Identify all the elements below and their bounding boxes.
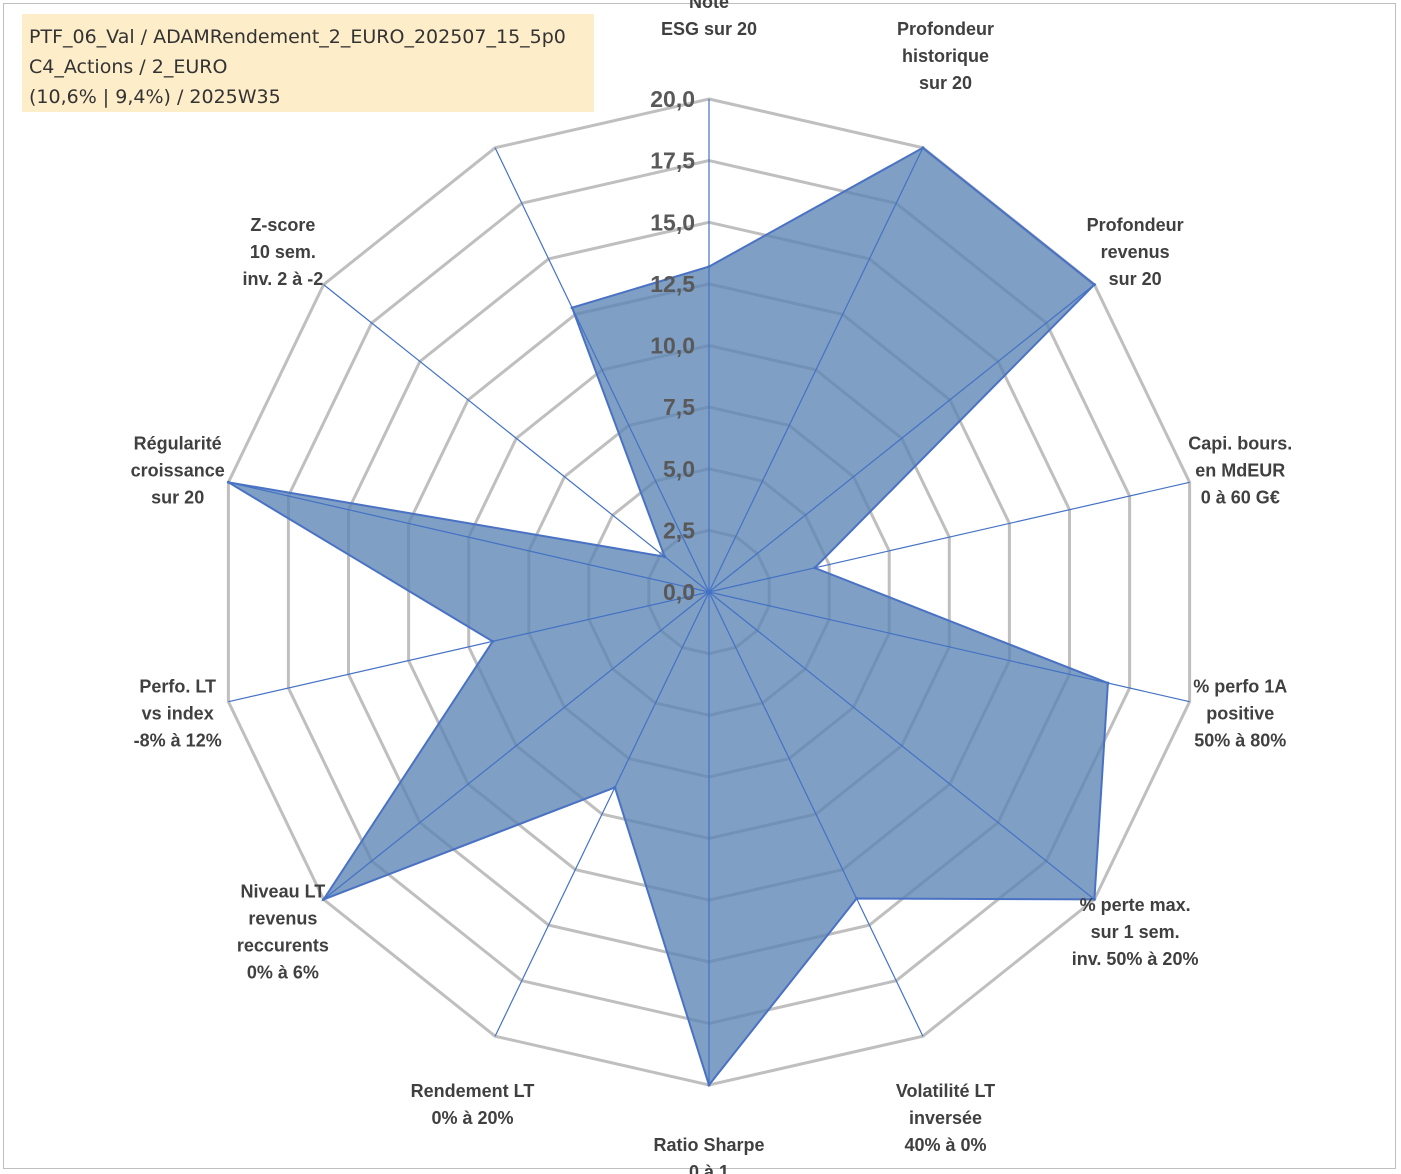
spoke-6	[708, 591, 924, 1037]
category-label-3-line-1: en MdEUR	[1195, 461, 1285, 481]
tick-label-6: 15,0	[650, 209, 695, 235]
category-label-2-line-2: sur 20	[1109, 269, 1162, 289]
category-label-4-line-0: % perfo 1A	[1193, 676, 1287, 696]
tick-label-3: 7,5	[663, 394, 695, 420]
category-label-4: % perfo 1A positive 50% à 80%	[1193, 676, 1287, 750]
tick-label-8: 20,0	[650, 86, 695, 112]
category-label-6-line-2: 40% à 0%	[904, 1135, 986, 1155]
info-line-1: PTF_06_Val / ADAMRendement_2_EURO_202507…	[29, 26, 566, 48]
tick-label-2: 5,0	[663, 456, 695, 482]
category-label-1: Profondeur historique sur 20	[897, 19, 994, 93]
category-label-1-line-1: historique	[902, 46, 989, 66]
category-label-0-line-0: Note	[689, 0, 729, 12]
spoke-12	[323, 284, 710, 593]
category-label-6-line-1: inversée	[909, 1108, 982, 1128]
category-label-5: % perte max. sur 1 sem. inv. 50% à 20%	[1072, 895, 1199, 969]
category-label-10-line-0: Perfo. LT	[139, 676, 216, 696]
tick-label-1: 2,5	[663, 517, 695, 543]
category-label-3-line-2: 0 à 60 G€	[1201, 488, 1280, 508]
category-label-8-line-1: 0% à 20%	[431, 1108, 513, 1128]
spoke-9	[323, 591, 710, 900]
category-label-2-line-0: Profondeur	[1087, 215, 1184, 235]
category-label-9-line-0: Niveau LT	[241, 881, 326, 901]
category-label-5-line-1: sur 1 sem.	[1091, 922, 1180, 942]
category-label-11-line-0: Régularité	[134, 434, 222, 454]
category-label-1-line-2: sur 20	[919, 73, 972, 93]
category-label-8: Rendement LT 0% à 20%	[411, 1081, 535, 1128]
category-label-10-line-2: -8% à 12%	[134, 730, 222, 750]
category-label-2-line-1: revenus	[1101, 242, 1170, 262]
portfolio-info-box: PTF_06_Val / ADAMRendement_2_EURO_202507…	[22, 14, 594, 112]
radar-tick-labels: 0,0 2,5 5,0 7,5 10,0 12,5 15,0 17,5 20,0	[650, 86, 695, 605]
chart-frame	[3, 3, 1396, 1169]
category-label-3-line-0: Capi. bours.	[1188, 434, 1292, 454]
spoke-10	[228, 591, 710, 703]
radar-spokes	[228, 99, 1190, 1085]
tick-label-4: 10,0	[650, 333, 695, 359]
tick-label-5: 12,5	[650, 271, 695, 297]
category-label-0-line-1: ESG sur 20	[661, 19, 757, 39]
category-label-12-line-1: 10 sem.	[250, 242, 316, 262]
spoke-11	[228, 481, 710, 593]
category-label-4-line-2: 50% à 80%	[1194, 730, 1286, 750]
spoke-3	[708, 481, 1190, 593]
category-label-1-line-0: Profondeur	[897, 19, 994, 39]
category-label-11: Régularité croissance sur 20	[131, 434, 225, 508]
category-label-7: Ratio Sharpe 0 à 1	[653, 1135, 764, 1174]
spoke-5	[708, 591, 1095, 900]
category-label-11-line-2: sur 20	[151, 488, 204, 508]
category-label-9-line-2: reccurents	[237, 935, 329, 955]
category-label-11-line-1: croissance	[131, 461, 225, 481]
category-label-10-line-1: vs index	[142, 703, 214, 723]
tick-label-7: 17,5	[650, 148, 695, 174]
category-label-5-line-2: inv. 50% à 20%	[1072, 949, 1199, 969]
category-label-10: Perfo. LT vs index -8% à 12%	[134, 676, 222, 750]
spoke-13	[494, 147, 710, 593]
category-label-5-line-0: % perte max.	[1080, 895, 1191, 915]
spoke-1	[708, 147, 924, 593]
spoke-4	[708, 591, 1190, 703]
category-label-7-line-1: 0 à 1	[689, 1162, 729, 1174]
category-label-7-line-0: Ratio Sharpe	[653, 1135, 764, 1155]
category-label-12-line-0: Z-score	[250, 215, 315, 235]
category-label-0: Note ESG sur 20	[661, 0, 757, 39]
category-label-4-line-1: positive	[1206, 703, 1274, 723]
category-label-9: Niveau LT revenus reccurents 0% à 6%	[237, 881, 329, 982]
info-line-2: C4_Actions / 2_EURO	[29, 56, 228, 78]
category-label-6-line-0: Volatilité LT	[896, 1081, 995, 1101]
category-label-9-line-1: revenus	[248, 908, 317, 928]
info-line-3: (10,6% | 9,4%) / 2025W35	[29, 86, 281, 108]
category-label-8-line-0: Rendement LT	[411, 1081, 535, 1101]
category-label-12: Z-score 10 sem. inv. 2 à -2	[243, 215, 324, 289]
category-label-6: Volatilité LT inversée 40% à 0%	[896, 1081, 995, 1155]
category-label-2: Profondeur revenus sur 20	[1087, 215, 1184, 289]
category-label-3: Capi. bours. en MdEUR 0 à 60 G€	[1188, 434, 1292, 508]
tick-label-0: 0,0	[663, 579, 695, 605]
category-label-9-line-3: 0% à 6%	[247, 962, 319, 982]
spoke-8	[494, 591, 710, 1037]
category-label-12-line-2: inv. 2 à -2	[243, 269, 324, 289]
spoke-2	[708, 284, 1095, 593]
